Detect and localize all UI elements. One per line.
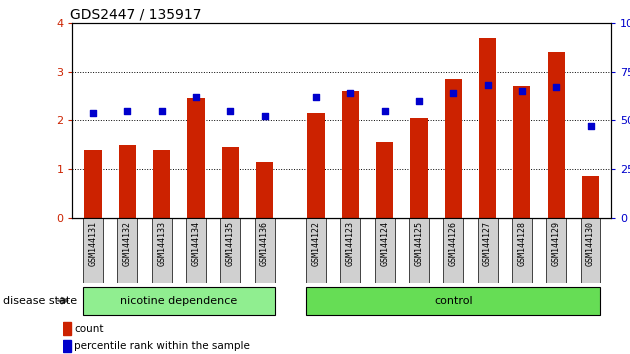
Point: [414, 98, 424, 104]
Bar: [255, 218, 275, 282]
Bar: [445, 79, 462, 218]
Point: [226, 108, 236, 113]
Text: GSM144134: GSM144134: [192, 221, 200, 266]
Bar: [306, 287, 600, 315]
Bar: [186, 218, 206, 282]
Bar: [546, 218, 566, 282]
Bar: [479, 38, 496, 218]
Text: GSM144125: GSM144125: [415, 221, 423, 266]
Bar: [63, 322, 71, 335]
Bar: [84, 149, 101, 218]
Bar: [444, 218, 463, 282]
Bar: [187, 98, 205, 218]
Text: GSM144129: GSM144129: [552, 221, 561, 266]
Bar: [153, 149, 170, 218]
Point: [551, 84, 561, 90]
Bar: [547, 52, 564, 218]
Bar: [340, 218, 360, 282]
Text: GSM144122: GSM144122: [312, 221, 321, 266]
Text: GSM144123: GSM144123: [346, 221, 355, 266]
Bar: [119, 145, 136, 218]
Bar: [375, 218, 394, 282]
Point: [157, 108, 167, 113]
Bar: [512, 218, 532, 282]
Bar: [581, 218, 600, 282]
Text: GSM144124: GSM144124: [380, 221, 389, 266]
Point: [448, 90, 458, 96]
Bar: [220, 218, 240, 282]
Text: count: count: [74, 324, 103, 333]
Text: control: control: [434, 296, 472, 306]
Bar: [152, 218, 171, 282]
Text: disease state: disease state: [3, 296, 77, 306]
Bar: [222, 147, 239, 218]
Point: [191, 94, 201, 100]
Bar: [83, 287, 275, 315]
Bar: [376, 142, 393, 218]
Text: GSM144126: GSM144126: [449, 221, 458, 266]
Bar: [478, 218, 498, 282]
Point: [122, 108, 132, 113]
Text: GSM144132: GSM144132: [123, 221, 132, 266]
Text: GSM144136: GSM144136: [260, 221, 269, 266]
Point: [345, 90, 355, 96]
Bar: [117, 218, 137, 282]
Bar: [513, 86, 530, 218]
Point: [260, 114, 270, 119]
Bar: [307, 113, 324, 218]
Text: GSM144128: GSM144128: [517, 221, 527, 266]
Text: GDS2447 / 135917: GDS2447 / 135917: [70, 8, 201, 22]
Bar: [256, 162, 273, 218]
Bar: [582, 176, 599, 218]
Bar: [306, 218, 326, 282]
Text: GSM144130: GSM144130: [586, 221, 595, 266]
Text: GSM144135: GSM144135: [226, 221, 235, 266]
Point: [311, 94, 321, 100]
Point: [517, 88, 527, 94]
Bar: [410, 118, 428, 218]
Bar: [341, 91, 359, 218]
Point: [483, 82, 493, 88]
Bar: [63, 340, 71, 352]
Point: [88, 110, 98, 115]
Text: percentile rank within the sample: percentile rank within the sample: [74, 341, 250, 351]
Bar: [409, 218, 429, 282]
Bar: [83, 218, 103, 282]
Text: GSM144131: GSM144131: [89, 221, 98, 266]
Point: [585, 124, 595, 129]
Text: nicotine dependence: nicotine dependence: [120, 296, 238, 306]
Point: [380, 108, 390, 113]
Text: GSM144127: GSM144127: [483, 221, 492, 266]
Text: GSM144133: GSM144133: [157, 221, 166, 266]
